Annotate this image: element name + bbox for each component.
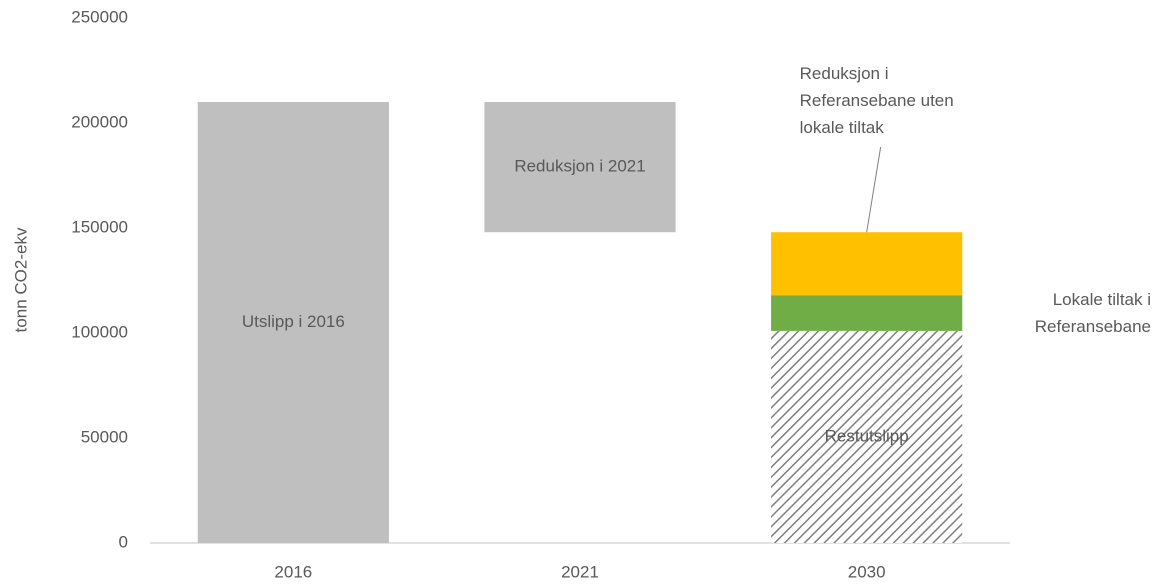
bar-segment — [771, 330, 963, 543]
segment-label: Reduksjon i Referansebane uten lokale ti… — [799, 64, 954, 137]
y-tick-label: 0 — [119, 532, 128, 551]
segment-label: Lokale tiltak i Referansebane — [1034, 290, 1151, 337]
y-tick-label: 50000 — [81, 427, 128, 446]
y-tick-label: 250000 — [71, 7, 128, 26]
bar-segment — [197, 102, 389, 543]
y-tick-label: 100000 — [71, 322, 128, 341]
segment-label: Restutslipp — [825, 426, 909, 445]
y-tick-label: 200000 — [71, 112, 128, 131]
x-tick-label: 2021 — [561, 562, 599, 581]
x-tick-label: 2016 — [274, 562, 312, 581]
y-tick-label: 150000 — [71, 217, 128, 236]
bar-segment — [771, 295, 963, 331]
leader-line — [866, 146, 882, 233]
x-tick-label: 2030 — [848, 562, 886, 581]
segment-label: Utslipp i 2016 — [242, 312, 345, 331]
y-axis-label: tonn CO2-ekv — [11, 227, 30, 332]
segment-label: Reduksjon i 2021 — [514, 157, 645, 176]
bar-segment — [771, 232, 963, 296]
bar-segment — [484, 102, 676, 233]
